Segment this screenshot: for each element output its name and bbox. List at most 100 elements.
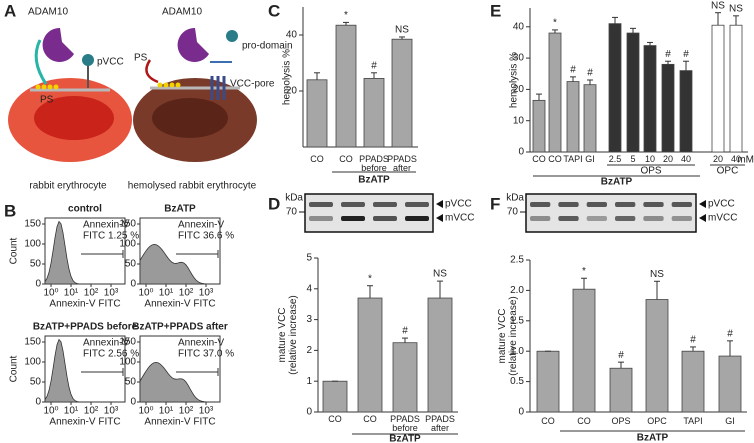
bar	[608, 23, 622, 153]
bar	[548, 32, 562, 153]
diagram-label: PS	[134, 53, 148, 64]
significance-label: #	[570, 65, 576, 76]
adam10-stalk	[34, 39, 48, 85]
plot-title: control	[68, 204, 102, 215]
blot-marker: 70	[507, 207, 519, 218]
bar	[335, 24, 357, 148]
x-tick-label: 10²	[84, 406, 99, 417]
y-tick-label: 0	[306, 407, 312, 418]
x-tick-label: 10⁰	[138, 288, 153, 299]
group-label: BzATP	[389, 434, 421, 443]
histogram-shape	[139, 361, 221, 403]
y-tick-label: 2.0	[510, 285, 524, 296]
panel-letter: E	[490, 1, 501, 20]
bar	[645, 299, 669, 413]
band	[373, 216, 397, 221]
y-tick-label: 30	[513, 53, 525, 64]
x-tick-label: 10¹	[159, 288, 174, 299]
x-tick-label: OPC	[647, 416, 667, 426]
annotation: FITC 37.0 %	[178, 349, 234, 360]
bar	[392, 342, 418, 413]
y-tick-label: 1.0	[510, 346, 524, 357]
x-tick-label: 10²	[179, 288, 194, 299]
band	[558, 216, 579, 221]
bar	[583, 84, 597, 153]
x-tick-label: 10¹	[159, 406, 174, 417]
bar	[391, 38, 413, 148]
y-tick-label: 20	[513, 84, 525, 95]
band	[341, 216, 365, 221]
x-tick-label: 10⁰	[43, 288, 58, 299]
y-tick-label: 1	[306, 376, 312, 387]
significance-label: #	[727, 329, 733, 340]
plot-title: BzATP+PPADS before	[33, 322, 138, 333]
y-tick-label: 2.5	[510, 255, 524, 266]
group-label: BzATP	[358, 175, 390, 186]
bar	[626, 32, 640, 153]
y-tick-label: 10	[513, 115, 525, 126]
x-tick-label: CO	[577, 416, 591, 426]
band-arrow	[436, 200, 443, 208]
y-tick-label: 0	[518, 407, 524, 418]
diagram-label: rabbit erythrocyte	[29, 181, 107, 192]
blot	[304, 193, 434, 233]
y-tick-label: 50	[125, 377, 137, 388]
x-tick-label: 20	[662, 154, 673, 164]
x-tick-label: PPADS before	[359, 154, 389, 173]
significance-label: NS	[433, 269, 447, 280]
x-tick-label: 40	[680, 154, 691, 164]
band	[615, 202, 636, 207]
x-axis-label: Annexin-V FITC	[144, 299, 215, 310]
panel-letter: F	[490, 194, 500, 213]
band	[530, 202, 551, 207]
significance-label: NS	[650, 269, 664, 280]
bar	[643, 45, 657, 153]
band	[671, 216, 692, 221]
bar	[661, 63, 675, 153]
band	[643, 202, 664, 207]
y-tick-label: 0	[35, 279, 41, 290]
significance-label: #	[402, 326, 408, 337]
significance-label: *	[344, 10, 348, 21]
band	[643, 216, 664, 221]
y-tick-label: 150	[119, 337, 136, 348]
y-axis-label: Count	[9, 355, 20, 382]
band-label: mVCC	[708, 213, 737, 224]
y-tick-label: 100	[24, 239, 41, 250]
erythrocyte-center	[34, 96, 114, 140]
x-tick-label: 2.5	[608, 154, 622, 164]
x-tick-label: 10³	[104, 288, 119, 299]
significance-label: *	[553, 18, 557, 29]
bar	[679, 70, 693, 153]
panel-letter: A	[4, 1, 16, 20]
band	[530, 216, 551, 221]
adam10	[42, 27, 74, 62]
y-tick-label: 0	[518, 147, 524, 158]
significance-label: #	[690, 335, 696, 346]
bar	[609, 367, 633, 413]
y-tick-label: 0	[130, 279, 136, 290]
histogram-shape	[44, 338, 125, 403]
bar	[306, 79, 328, 148]
band	[671, 202, 692, 207]
x-tick-label: 10⁰	[138, 406, 153, 417]
x-tick-label: 10⁰	[43, 406, 58, 417]
y-tick-label: 40	[286, 30, 298, 41]
ps-dots	[35, 84, 59, 90]
bar	[322, 380, 348, 413]
band	[373, 202, 397, 207]
histogram-shape	[44, 220, 125, 285]
x-tick-label: 10¹	[64, 288, 79, 299]
annotation: FITC 36.6 %	[178, 231, 234, 242]
blot-unit: kDa	[285, 193, 303, 204]
pro-domain-icon	[226, 30, 238, 42]
y-tick-label: 5	[306, 253, 312, 264]
band-label: pVCC	[708, 199, 735, 210]
band	[586, 202, 607, 207]
x-tick-label: 10³	[199, 406, 214, 417]
x-tick-label: 10	[644, 154, 655, 164]
x-tick-label: PPADS after	[387, 154, 417, 173]
ps-dots	[157, 82, 181, 88]
panel-letter: B	[4, 201, 16, 220]
blot	[525, 193, 697, 233]
